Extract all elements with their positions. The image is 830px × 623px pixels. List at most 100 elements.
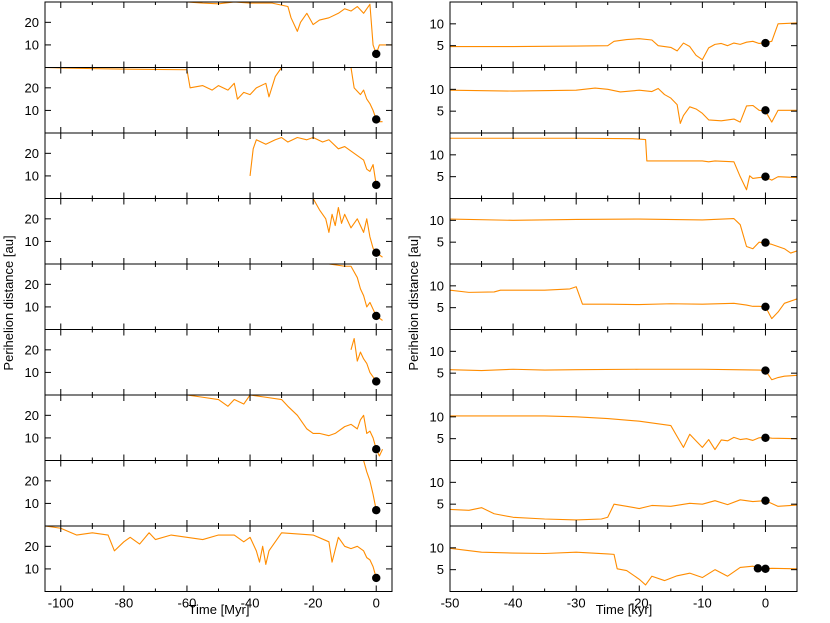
- present-day-marker: [761, 564, 770, 573]
- panel-frame: [44, 329, 393, 396]
- panel-frame: [44, 394, 393, 461]
- series-line: [249, 136, 377, 186]
- series-line: [312, 198, 383, 258]
- y-tick-label: 10: [430, 147, 444, 162]
- present-day-marker: [372, 377, 381, 386]
- x-tick-label: -80: [114, 596, 133, 611]
- panel-right-4: 510: [430, 198, 798, 265]
- series-line: [450, 22, 797, 61]
- series-line: [123, 2, 392, 55]
- y-tick-label: 10: [430, 16, 444, 31]
- present-day-marker: [761, 106, 770, 115]
- panel-right-6: 510: [430, 329, 798, 396]
- x-tick-label: -20: [630, 596, 649, 611]
- series-line: [450, 368, 797, 381]
- panel-frame: [44, 263, 393, 330]
- left-column-panels: 102010201020102010201020102010201020-100…: [25, 1, 393, 611]
- panel-left-6: 10 20: [25, 329, 393, 396]
- panel-right-3: 510: [430, 132, 798, 199]
- present-day-marker: [761, 38, 770, 48]
- y-tick-label: 10: [25, 561, 39, 576]
- x-tick-label: 0: [762, 596, 769, 611]
- panel-frame: [44, 132, 393, 199]
- panel-frame: [44, 525, 393, 592]
- present-day-marker: [372, 445, 381, 454]
- present-day-marker: [372, 115, 381, 124]
- present-day-marker: [761, 366, 770, 375]
- series-line: [123, 395, 384, 457]
- y-tick-label: 10: [25, 234, 39, 249]
- panel-frame: [449, 525, 798, 592]
- series-line: [328, 264, 383, 321]
- y-tick-label: 5: [437, 38, 444, 53]
- panel-frame: [449, 460, 798, 527]
- y-tick-label: 10: [430, 213, 444, 228]
- series-line: [350, 337, 377, 382]
- present-day-marker: [761, 238, 770, 247]
- panel-frame: [449, 329, 798, 396]
- series-line: [450, 286, 797, 320]
- left-x-axis-label: Time [Myr]: [189, 602, 250, 617]
- present-day-marker: [761, 496, 770, 505]
- y-tick-label: 10: [25, 299, 39, 314]
- series-line: [450, 415, 797, 451]
- right-y-axis-label: Perihelion distance [au]: [406, 235, 421, 370]
- x-tick-label: -60: [178, 596, 197, 611]
- series-line: [363, 460, 377, 511]
- y-tick-label: 20: [25, 15, 39, 30]
- y-tick-label: 5: [437, 235, 444, 250]
- y-tick-label: 20: [25, 473, 39, 488]
- y-tick-label: 10: [430, 82, 444, 97]
- x-tick-label: -40: [241, 596, 260, 611]
- y-tick-label: 20: [25, 146, 39, 161]
- panel-left-8: 10 20: [25, 460, 393, 527]
- present-day-marker: [372, 180, 381, 190]
- y-tick-label: 10: [25, 365, 39, 380]
- panel-right-5: 510: [430, 263, 798, 330]
- y-tick-label: 10: [430, 409, 444, 424]
- x-tick-label: -40: [504, 596, 523, 611]
- present-day-marker: [372, 49, 381, 59]
- panel-frame: [449, 132, 798, 199]
- y-tick-label: 10: [25, 37, 39, 52]
- present-day-marker: [761, 302, 770, 311]
- x-tick-label: 0: [373, 596, 380, 611]
- series-line: [450, 137, 797, 191]
- panel-left-2: 10 20: [25, 67, 393, 134]
- present-day-marker: [372, 248, 381, 257]
- present-day-marker: [372, 505, 381, 515]
- y-tick-label: 20: [25, 539, 39, 554]
- present-day-marker: [753, 564, 763, 573]
- panel-right-7: 510: [430, 394, 798, 461]
- present-day-marker: [372, 311, 381, 321]
- x-tick-label: -20: [304, 596, 323, 611]
- left-y-axis-label: Perihelion distance [au]: [1, 235, 16, 370]
- y-tick-label: 10: [25, 496, 39, 511]
- x-tick-label: -10: [693, 596, 712, 611]
- right-x-axis-label: Time [kyr]: [596, 602, 653, 617]
- panel-right-9: 5 10 -50 -40 -30 -20 -10 0: [430, 525, 798, 611]
- series-line: [450, 547, 797, 586]
- y-tick-label: 10: [25, 168, 39, 183]
- y-tick-label: 10: [430, 540, 444, 555]
- x-tick-label: -100: [48, 596, 74, 611]
- panel-frame: [44, 460, 393, 527]
- y-tick-label: 5: [437, 300, 444, 315]
- y-tick-label: 10: [25, 430, 39, 445]
- panel-frame: [449, 263, 798, 330]
- x-tick-label: -50: [441, 596, 460, 611]
- panel-left-4: 10 20: [25, 198, 393, 265]
- y-tick-label: 10: [430, 344, 444, 359]
- panel-frame: [449, 198, 798, 265]
- series-line: [45, 67, 383, 123]
- present-day-marker: [761, 172, 770, 181]
- y-tick-label: 20: [25, 211, 39, 226]
- series-line: [450, 499, 797, 521]
- panel-frame: [449, 67, 798, 134]
- panel-frame: [44, 67, 393, 134]
